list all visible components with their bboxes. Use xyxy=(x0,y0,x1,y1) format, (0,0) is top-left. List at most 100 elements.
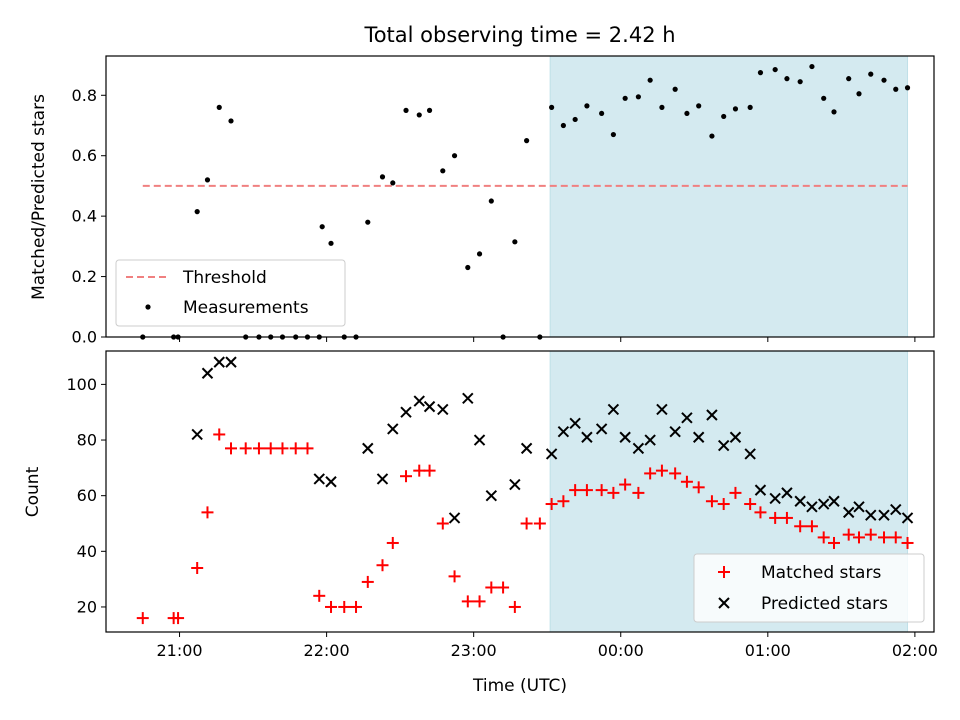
predicted-stars-point xyxy=(619,431,631,443)
legend-matched-swatch xyxy=(718,566,730,578)
measurement-point xyxy=(881,77,887,83)
matched-stars-point xyxy=(239,442,252,455)
predicted-stars-point xyxy=(865,509,877,521)
matched-stars-point xyxy=(191,562,204,575)
measurement-point xyxy=(821,95,827,101)
matched-stars-point xyxy=(901,536,914,549)
observing-window-span xyxy=(549,55,909,338)
legend-measurements-swatch xyxy=(145,304,151,310)
predicted-stars-point xyxy=(376,473,389,485)
top-y-axis-label: Matched/Predicted stars xyxy=(29,94,49,300)
measurement-point xyxy=(328,240,334,246)
predicted-stars-point xyxy=(681,412,693,424)
measurement-point xyxy=(721,113,727,120)
measurement-point xyxy=(319,224,325,230)
predicted-stars-point xyxy=(828,495,840,507)
measurement-point xyxy=(599,110,605,117)
matched-stars-point xyxy=(744,498,757,511)
y-tick-label: 0.0 xyxy=(72,328,97,347)
predicted-stars-point xyxy=(569,417,581,430)
predicted-stars-point xyxy=(644,434,656,446)
predicted-stars-point xyxy=(669,425,681,438)
matched-stars-point xyxy=(669,467,682,480)
measurement-point xyxy=(684,110,690,117)
y-tick-label: 0.8 xyxy=(72,86,97,105)
measurement-point xyxy=(488,198,494,204)
matched-stars-point xyxy=(289,442,302,455)
measurement-point xyxy=(549,104,555,110)
predicted-stars-point xyxy=(632,442,645,455)
measurement-point xyxy=(610,131,616,138)
measurement-point xyxy=(647,77,653,83)
predicted-stars-point xyxy=(225,356,237,368)
matched-stars-point xyxy=(201,506,214,519)
predicted-stars-point xyxy=(595,423,608,435)
matched-stars-point xyxy=(473,595,486,608)
predicted-stars-point xyxy=(794,495,806,507)
matched-stars-point xyxy=(569,484,582,497)
matched-stars-point xyxy=(619,478,632,491)
matched-stars-point xyxy=(889,531,902,544)
measurement-point xyxy=(757,70,764,76)
predicted-stars-point xyxy=(607,403,620,416)
matched-stars-point xyxy=(545,498,558,511)
matched-stars-point xyxy=(780,511,793,524)
matched-stars-point xyxy=(448,570,461,583)
predicted-stars-point xyxy=(744,448,756,460)
matched-stars-point xyxy=(313,589,326,602)
matched-stars-point xyxy=(276,442,289,455)
matched-stars-point xyxy=(520,517,533,530)
matched-stars-point xyxy=(413,464,426,477)
matched-stars-point xyxy=(213,428,226,441)
matched-stars-point xyxy=(264,442,277,455)
predicted-stars-point xyxy=(706,409,718,421)
matched-stars-point xyxy=(485,581,498,594)
measurement-point xyxy=(440,168,446,174)
matched-stars-point xyxy=(461,595,474,608)
matched-stars-point xyxy=(252,442,265,455)
measurement-point xyxy=(809,63,815,70)
matched-stars-point xyxy=(338,600,351,613)
measurement-point xyxy=(622,95,628,101)
predicted-stars-point xyxy=(213,356,225,368)
predicted-stars-point xyxy=(413,395,425,407)
measurement-point xyxy=(228,118,234,124)
matched-stars-point xyxy=(827,536,840,549)
y-tick-label: 20 xyxy=(77,597,97,616)
measurement-point xyxy=(426,107,433,113)
y-tick-label: 60 xyxy=(77,486,97,505)
predicted-stars-point xyxy=(806,501,818,513)
measurement-point xyxy=(784,76,790,82)
matched-stars-point xyxy=(655,464,668,477)
matched-stars-point xyxy=(361,575,374,588)
matched-stars-point xyxy=(705,495,718,508)
measurement-point xyxy=(831,109,837,115)
measurement-point xyxy=(846,76,852,82)
measurement-point xyxy=(403,107,409,113)
matched-stars-point xyxy=(595,484,608,497)
matched-stars-point xyxy=(301,442,314,455)
predicted-stars-point xyxy=(437,403,449,416)
legend-predicted-label: Predicted stars xyxy=(761,594,888,614)
predicted-stars-point xyxy=(423,400,436,413)
matched-stars-point xyxy=(729,486,742,499)
predicted-stars-point xyxy=(448,512,461,524)
measurement-point xyxy=(797,79,803,85)
matched-stars-point xyxy=(225,442,238,455)
matched-stars-point xyxy=(376,559,389,572)
predicted-stars-point xyxy=(201,367,214,379)
chart-title: Total observing time = 2.42 h xyxy=(363,23,675,47)
measurement-point xyxy=(194,209,200,215)
measurement-point xyxy=(696,103,702,109)
matched-stars-point xyxy=(794,520,807,533)
legend-threshold-label: Threshold xyxy=(182,268,267,288)
bottom-legend: Matched stars Predicted stars xyxy=(693,553,925,623)
measurement-point xyxy=(465,264,471,271)
matched-stars-point xyxy=(817,531,830,544)
measurement-point xyxy=(512,239,518,245)
predicted-stars-point xyxy=(853,501,865,513)
x-tick-label: 01:00 xyxy=(745,641,791,660)
matched-stars-point xyxy=(557,495,570,508)
predicted-stars-point xyxy=(754,484,767,496)
matched-stars-point xyxy=(769,511,782,524)
